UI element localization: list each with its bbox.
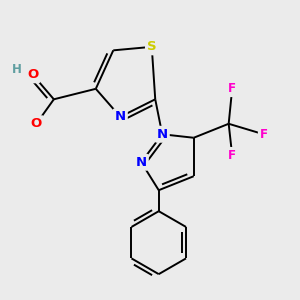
- Text: F: F: [228, 149, 236, 162]
- Text: F: F: [228, 82, 236, 95]
- Text: N: N: [157, 128, 168, 141]
- Text: O: O: [27, 68, 38, 81]
- Text: N: N: [136, 156, 147, 169]
- Text: O: O: [31, 117, 42, 130]
- Text: H: H: [12, 63, 22, 76]
- Text: S: S: [147, 40, 157, 53]
- Text: N: N: [115, 110, 126, 123]
- Text: F: F: [260, 128, 268, 141]
